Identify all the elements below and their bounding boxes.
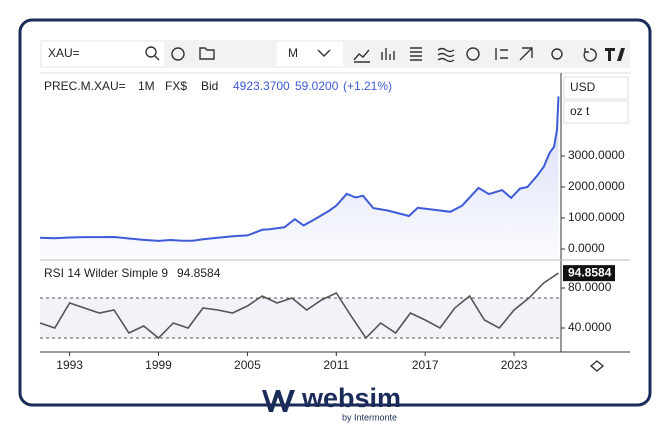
price-line: [39, 96, 560, 242]
x-tick-label: 2011: [323, 358, 349, 372]
tool-icon[interactable]: [466, 47, 480, 61]
settings-icon[interactable]: [589, 360, 605, 372]
x-tick-label: 1999: [145, 358, 172, 372]
search-text: XAU=: [48, 46, 80, 60]
tool-icon[interactable]: [381, 48, 395, 60]
folder-icon[interactable]: [199, 47, 215, 60]
search-box[interactable]: [42, 42, 164, 66]
x-tick-label: 2023: [501, 358, 528, 372]
x-tick-label: 1993: [56, 358, 83, 372]
tool-icon[interactable]: [410, 47, 422, 61]
legend-interval: 1M: [138, 79, 155, 93]
legend-change: 59.0200: [295, 79, 339, 93]
unit-select[interactable]: [563, 100, 629, 124]
legend-side: Bid: [201, 79, 218, 93]
reset-icon[interactable]: [583, 48, 597, 62]
tool-icon[interactable]: [495, 48, 508, 60]
unit-text: oz t: [570, 104, 590, 118]
legend-change-pct: (+1.21%): [343, 79, 392, 93]
currency-text: USD: [570, 80, 596, 94]
add-icon[interactable]: [171, 47, 185, 61]
y-tick-label: 3000.0000: [568, 148, 625, 162]
logo-name: websim: [301, 383, 401, 413]
legend-symbol: PREC.M.XAU=: [44, 79, 126, 93]
tool-icon[interactable]: [437, 47, 455, 63]
dropdown-arrow: [317, 49, 331, 57]
settings-icon[interactable]: [551, 48, 563, 60]
y-tick-label: 1000.0000: [568, 210, 625, 224]
search-icon[interactable]: [145, 46, 157, 58]
interval-text: M: [288, 46, 298, 60]
rsi-title: RSI 14 Wilder Simple 9: [44, 266, 168, 280]
interval-select[interactable]: [277, 42, 343, 66]
brand-icon: [605, 48, 625, 61]
area-fill: [40, 96, 559, 259]
legend-last: 4923.3700: [233, 79, 290, 93]
tool-icon[interactable]: [353, 49, 370, 63]
y-tick-label: 2000.0000: [568, 179, 625, 193]
legend-source: FX$: [165, 79, 187, 93]
tool-icon[interactable]: [519, 47, 533, 61]
rsi-value: 94.8584: [177, 266, 221, 280]
logo-mark: [262, 390, 295, 412]
logo-tagline: by Intermonte: [342, 412, 397, 422]
price-line: [39, 272, 559, 340]
y-tick-label: 80.0000: [568, 280, 612, 294]
currency-select[interactable]: [563, 76, 629, 100]
last-value-label: 94.8584: [568, 265, 612, 279]
x-tick-label: 2017: [412, 358, 439, 372]
y-tick-label: 0.0000: [568, 241, 605, 255]
y-tick-label: 40.0000: [568, 320, 612, 334]
search-icon: [154, 55, 160, 61]
last-value-badge: [563, 265, 615, 282]
x-tick-label: 2005: [234, 358, 261, 372]
